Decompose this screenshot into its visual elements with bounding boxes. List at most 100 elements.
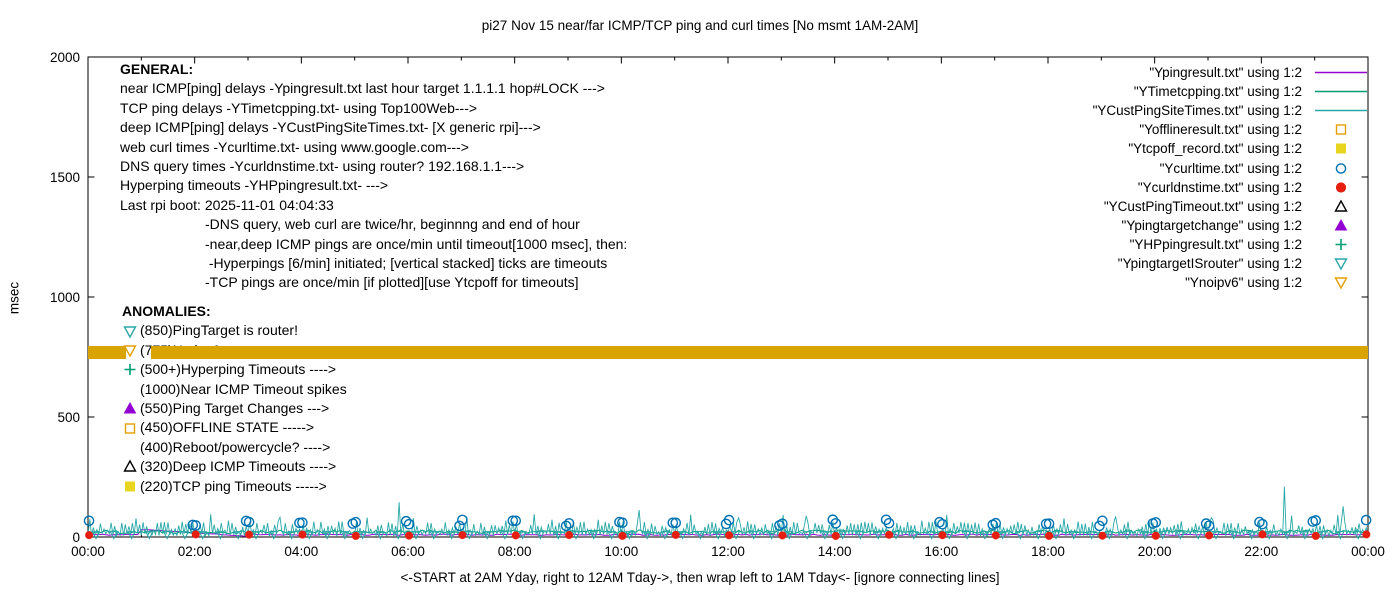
anomaly-text: (320)Deep ICMP Timeouts ----> bbox=[140, 458, 337, 475]
y-tick-label: 0 bbox=[72, 530, 80, 545]
anomaly-row: (1000)Near ICMP Timeout spikes bbox=[122, 380, 347, 399]
general-note-line: -TCP pings are once/min [if plotted][use… bbox=[205, 274, 579, 291]
legend-label: "YHPpingresult.txt" using 1:2 bbox=[1129, 236, 1302, 252]
anomaly-text: (450)OFFLINE STATE -----> bbox=[140, 419, 315, 436]
legend-label: "YCustPingTimeout.txt" using 1:2 bbox=[1103, 198, 1302, 214]
legend-item: "YCustPingSiteTimes.txt" using 1:2 bbox=[1093, 101, 1370, 120]
anomaly-row: (320)Deep ICMP Timeouts ----> bbox=[122, 457, 347, 476]
anomalies-heading: ANOMALIES: bbox=[122, 303, 211, 319]
series-Ycurltime-points bbox=[83, 514, 1372, 532]
triangle-up-filled-icon bbox=[1334, 218, 1348, 231]
triangle-up-open-icon bbox=[1334, 199, 1348, 212]
x-tick-label: 08:00 bbox=[498, 544, 532, 559]
anomaly-row: (220)TCP ping Timeouts -----> bbox=[122, 477, 347, 496]
legend-item: "Ycurltime.txt" using 1:2 bbox=[1093, 158, 1370, 177]
x-tick-label: 10:00 bbox=[604, 544, 638, 559]
anomaly-marker-spacer bbox=[122, 440, 139, 455]
general-line: near ICMP[ping] delays -Ypingresult.txt … bbox=[120, 80, 605, 97]
circle-open-icon bbox=[1335, 162, 1347, 174]
general-line: web curl times -Ycurltime.txt- using www… bbox=[120, 138, 469, 155]
plus-icon bbox=[1335, 238, 1347, 250]
x-tick-label: 22:00 bbox=[1244, 544, 1278, 559]
anomaly-text: (850)PingTarget is router! bbox=[140, 322, 298, 339]
square-open-icon bbox=[124, 422, 136, 434]
square-filled-icon bbox=[125, 481, 135, 492]
anomaly-row: (500+)Hyperping Timeouts ----> bbox=[122, 360, 347, 379]
x-tick-label: 12:00 bbox=[711, 544, 745, 559]
x-tick-label: 00:00 bbox=[1351, 544, 1385, 559]
general-line: Last rpi boot: 2025-11-01 04:04:33 bbox=[120, 196, 334, 213]
x-tick-label: 04:00 bbox=[284, 544, 318, 559]
anomaly-text: (1000)Near ICMP Timeout spikes bbox=[140, 380, 347, 397]
noipv6-band-segment bbox=[88, 345, 127, 359]
triangle-up-open-icon bbox=[123, 459, 137, 473]
x-axis-label: <-START at 2AM Yday, right to 12AM Tday-… bbox=[400, 570, 1000, 585]
circle-filled-icon bbox=[1335, 182, 1347, 193]
anomaly-text: (500+)Hyperping Timeouts ----> bbox=[140, 361, 337, 378]
legend-label: "Ypingtargetchange" using 1:2 bbox=[1121, 217, 1302, 233]
general-note-line: -DNS query, web curl are twice/hr, begin… bbox=[205, 216, 580, 233]
triangle-down-open-icon bbox=[1334, 258, 1348, 271]
line-icon bbox=[1315, 90, 1367, 93]
noipv6-band-segment bbox=[150, 345, 1368, 359]
legend-item: "Ytcpoff_record.txt" using 1:2 bbox=[1093, 139, 1370, 158]
x-tick-label: 02:00 bbox=[178, 544, 212, 559]
y-tick-label: 2000 bbox=[50, 50, 80, 65]
legend-label: "Yofflineresult.txt" using 1:2 bbox=[1139, 122, 1302, 138]
square-open-icon bbox=[1335, 124, 1347, 136]
general-line: Hyperping timeouts -YHPpingresult.txt- -… bbox=[120, 177, 389, 194]
x-tick-label: 06:00 bbox=[391, 544, 425, 559]
legend: "Ypingresult.txt" using 1:2 "YTimetcpping… bbox=[1093, 63, 1370, 292]
y-tick-label: 500 bbox=[57, 410, 80, 425]
general-line: deep ICMP[ping] delays -YCustPingSiteTim… bbox=[120, 119, 541, 136]
general-line: DNS query times -Ycurldnstime.txt- using… bbox=[120, 158, 525, 175]
legend-label: "Ytcpoff_record.txt" using 1:2 bbox=[1128, 141, 1302, 157]
triangle-down-open-icon bbox=[123, 345, 137, 358]
general-heading: GENERAL: bbox=[120, 61, 194, 77]
x-tick-label: 00:00 bbox=[71, 544, 105, 559]
line-icon bbox=[1315, 71, 1367, 74]
legend-label: "Ycurldnstime.txt" using 1:2 bbox=[1137, 179, 1302, 195]
chart-title: pi27 Nov 15 near/far ICMP/TCP ping and c… bbox=[481, 18, 919, 33]
anomaly-text: (550)Ping Target Changes ---> bbox=[140, 399, 330, 416]
triangle-down-open-icon bbox=[1334, 277, 1348, 290]
legend-label: "Ypingresult.txt" using 1:2 bbox=[1149, 65, 1302, 81]
legend-item: "Ypingtargetchange" using 1:2 bbox=[1093, 216, 1370, 235]
y-tick-label: 1500 bbox=[50, 170, 80, 185]
legend-label: "Ynoipv6" using 1:2 bbox=[1185, 275, 1302, 291]
legend-item: "Ypingresult.txt" using 1:2 bbox=[1093, 63, 1370, 82]
legend-item: "YCustPingTimeout.txt" using 1:2 bbox=[1093, 197, 1370, 216]
legend-item: "Ycurldnstime.txt" using 1:2 bbox=[1093, 178, 1370, 197]
legend-item: "Ynoipv6" using 1:2 bbox=[1093, 273, 1370, 292]
x-tick-label: 14:00 bbox=[818, 544, 852, 559]
general-notes-block: GENERAL: near ICMP[ping] delays -Ypingre… bbox=[120, 60, 627, 293]
triangle-down-open-icon bbox=[123, 325, 137, 339]
anomaly-text: (220)TCP ping Timeouts -----> bbox=[140, 477, 327, 494]
anomaly-text: (400)Reboot/powercycle? ----> bbox=[140, 438, 331, 455]
anomalies-block: ANOMALIES: (850)PingTarget is router!(77… bbox=[122, 302, 347, 496]
x-tick-label: 18:00 bbox=[1031, 544, 1065, 559]
legend-label: "Ycurltime.txt" using 1:2 bbox=[1159, 160, 1302, 176]
triangle-up-filled-icon bbox=[123, 402, 137, 414]
general-note-line: -near,deep ICMP pings are once/min until… bbox=[205, 235, 628, 252]
anomaly-row: (850)PingTarget is router! bbox=[122, 321, 347, 340]
anomaly-marker-spacer bbox=[122, 382, 139, 397]
legend-item: "YTimetcpping.txt" using 1:2 bbox=[1093, 82, 1370, 101]
legend-item: "Yofflineresult.txt" using 1:2 bbox=[1093, 120, 1370, 139]
square-filled-icon bbox=[1336, 143, 1346, 154]
general-note-line: -Hyperpings [6/min] initiated; [vertical… bbox=[205, 255, 608, 272]
x-tick-label: 16:00 bbox=[924, 544, 958, 559]
legend-label: "YpingtargetISrouter" using 1:2 bbox=[1117, 255, 1302, 271]
plus-icon bbox=[124, 364, 136, 376]
anomaly-row: (400)Reboot/powercycle? ----> bbox=[122, 438, 347, 457]
legend-item: "YHPpingresult.txt" using 1:2 bbox=[1093, 235, 1370, 254]
legend-label: "YTimetcpping.txt" using 1:2 bbox=[1133, 84, 1302, 100]
series-YCustPingSiteTimes-triangle-markers bbox=[91, 531, 1363, 540]
series-Ycurldnstime-points bbox=[85, 530, 1371, 540]
general-line: TCP ping delays -YTimetcpping.txt- using… bbox=[120, 99, 478, 116]
anomaly-row: (450)OFFLINE STATE -----> bbox=[122, 418, 347, 437]
y-tick-label: 1000 bbox=[50, 290, 80, 305]
legend-item: "YpingtargetISrouter" using 1:2 bbox=[1093, 254, 1370, 273]
